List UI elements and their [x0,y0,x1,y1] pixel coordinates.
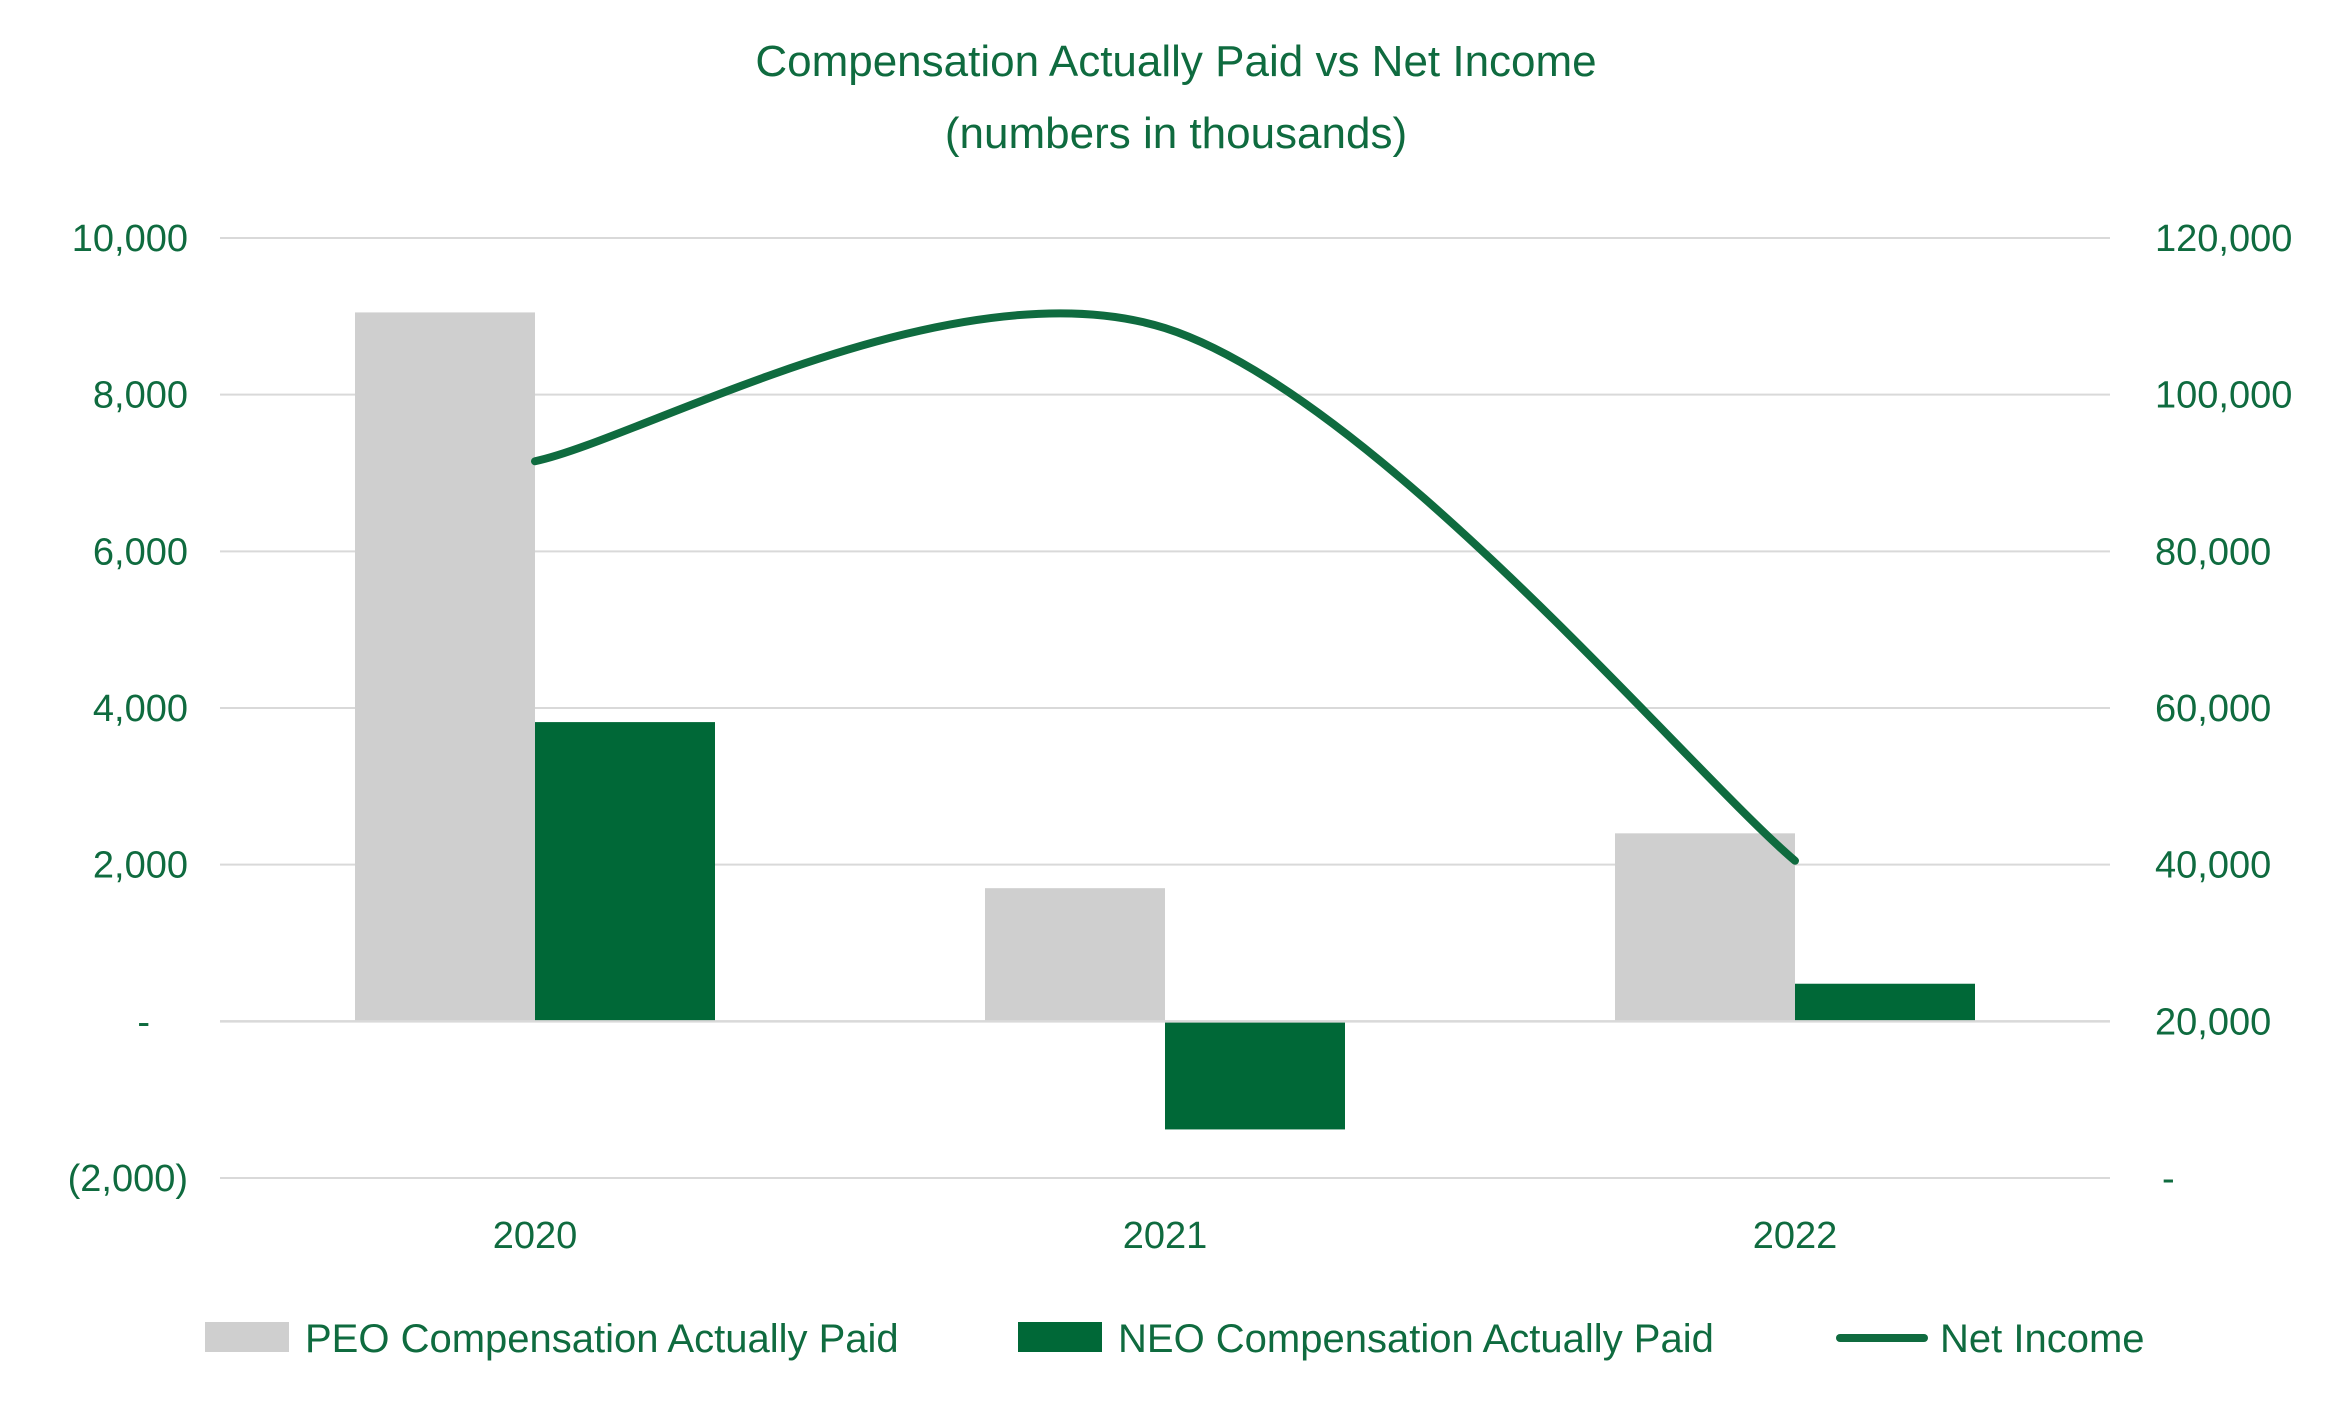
neo-bar-2021 [1165,1021,1345,1130]
y-left-tick-label: 4,000 [93,688,188,730]
legend-swatch [205,1322,289,1352]
y-right-tick-label: 80,000 [2155,531,2271,573]
y-left-tick-label: 6,000 [93,531,188,573]
legend-label: PEO Compensation Actually Paid [305,1317,899,1361]
y-right-tick-label: - [2162,1158,2175,1200]
legend-label: Net Income [1940,1317,2145,1361]
legend-swatch [1018,1322,1102,1352]
y-left-tick-label: (2,000) [68,1158,188,1200]
peo-bar-2020 [355,312,535,1022]
neo-bar-2022 [1795,983,1975,1022]
legend-label: NEO Compensation Actually Paid [1118,1317,1714,1361]
y-right-tick-label: 120,000 [2155,218,2292,260]
chart-subtitle: (numbers in thousands) [945,109,1407,158]
y-right-tick-label: 100,000 [2155,375,2292,417]
chart-title: Compensation Actually Paid vs Net Income [755,37,1596,86]
x-tick-label: 2022 [1753,1215,1838,1257]
peo-bar-2022 [1615,833,1795,1022]
x-tick-label: 2021 [1123,1215,1208,1257]
y-right-tick-label: 60,000 [2155,688,2271,730]
y-right-tick-label: 40,000 [2155,845,2271,887]
y-left-tick-label: - [137,1001,150,1043]
x-tick-label: 2020 [493,1215,578,1257]
neo-bar-2020 [535,722,715,1022]
net-income-line [531,309,1799,865]
peo-bar-2021 [985,888,1165,1022]
y-right-tick-label: 20,000 [2155,1001,2271,1043]
y-left-tick-label: 10,000 [72,218,188,260]
y-left-tick-label: 8,000 [93,375,188,417]
y-left-tick-label: 2,000 [93,845,188,887]
